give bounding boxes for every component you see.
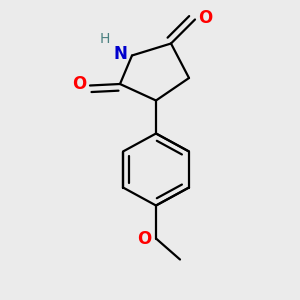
Text: O: O [137, 230, 152, 247]
Text: O: O [198, 9, 213, 27]
Text: O: O [72, 75, 87, 93]
Text: H: H [100, 32, 110, 46]
Text: N: N [113, 45, 127, 63]
